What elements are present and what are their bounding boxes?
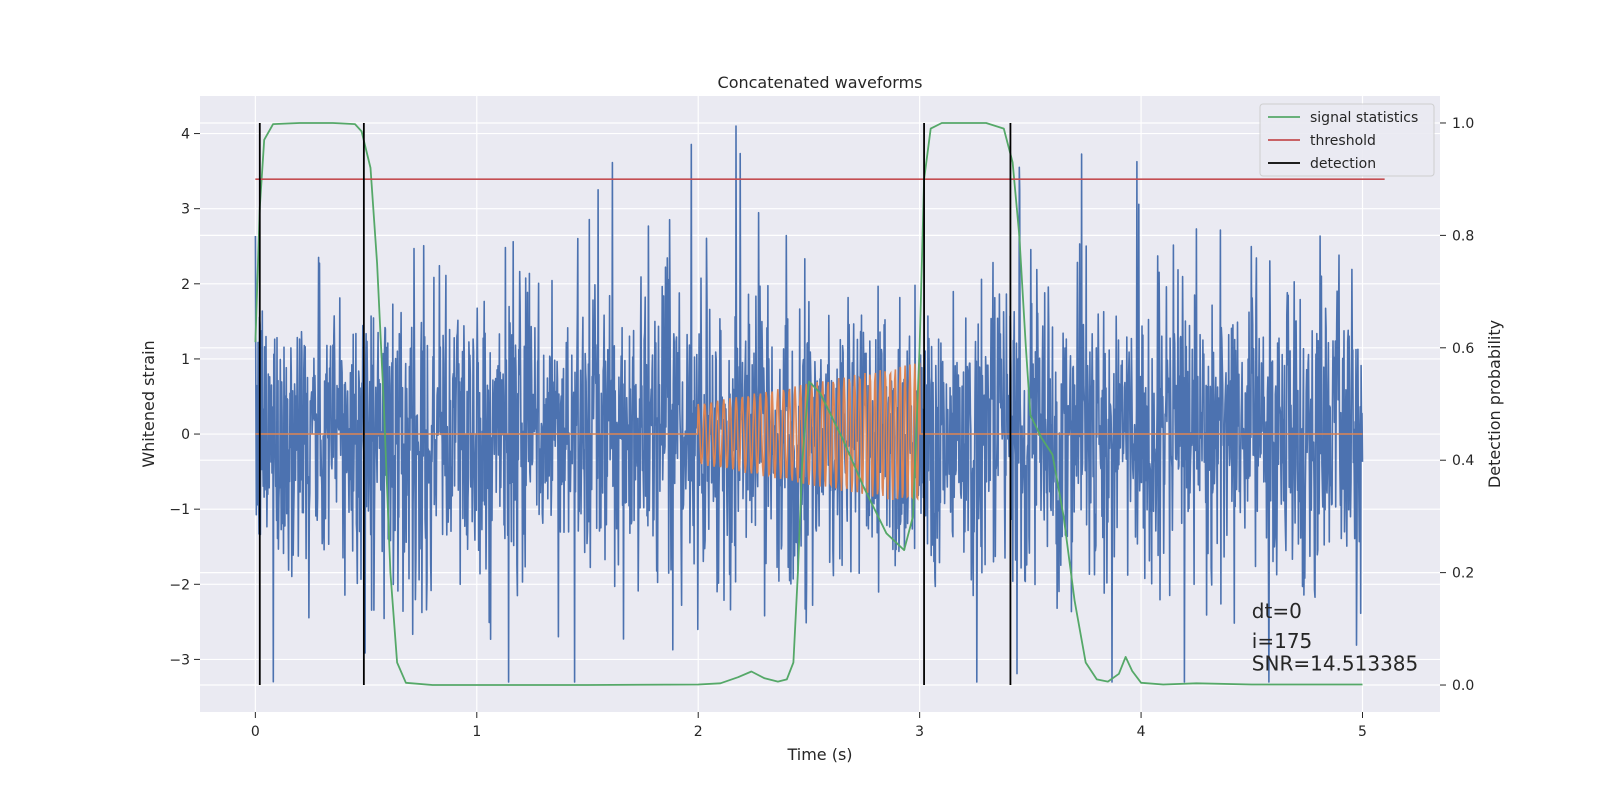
axes: 0 1 2 3 4 5 −3 −2 −1 0 1 2 3 4 0.0 0.2 0.4 0.6 0.8 1.0 bbox=[169, 116, 1474, 740]
y-tick-label: 4 bbox=[181, 127, 190, 143]
y-right-tick-label: 0.6 bbox=[1452, 341, 1474, 357]
y-tick-label: −3 bbox=[169, 652, 190, 668]
x-tick-label: 4 bbox=[1137, 724, 1146, 740]
series-layer bbox=[254, 122, 1385, 686]
template-series-line bbox=[255, 362, 1363, 501]
legend-label-threshold: threshold bbox=[1310, 133, 1376, 149]
y-axis-right-label: Detection probability bbox=[1485, 320, 1504, 488]
y-tick-label: 0 bbox=[181, 427, 190, 443]
x-tick-label: 5 bbox=[1358, 724, 1367, 740]
annotation-text: SNR=14.513385 bbox=[1252, 652, 1418, 676]
y-right-tick-label: 0.2 bbox=[1452, 566, 1474, 582]
chart-title: Concatenated waveforms bbox=[718, 73, 923, 92]
x-tick-label: 2 bbox=[694, 724, 703, 740]
y-tick-label: 1 bbox=[181, 352, 190, 368]
x-tick-label: 3 bbox=[915, 724, 924, 740]
x-tick-label: 0 bbox=[251, 724, 260, 740]
legend-box bbox=[1259, 103, 1435, 177]
strain-series-line bbox=[254, 125, 1364, 683]
y-right-tick-label: 0.4 bbox=[1452, 453, 1474, 469]
x-tick-label: 1 bbox=[472, 724, 481, 740]
x-axis-label: Time (s) bbox=[786, 745, 852, 764]
legend-label-signal-statistics: signal statistics bbox=[1310, 110, 1418, 126]
y-right-tick-label: 0.8 bbox=[1452, 228, 1474, 244]
y-right-tick-label: 0.0 bbox=[1452, 678, 1474, 694]
annotation-text: dt=0 bbox=[1252, 599, 1302, 623]
signal-statistics-line bbox=[254, 122, 1363, 686]
y-tick-label: 2 bbox=[181, 277, 190, 293]
annotation-text: i=175 bbox=[1252, 629, 1313, 653]
y-axis-label: Whitened strain bbox=[139, 340, 158, 467]
y-tick-label: 3 bbox=[181, 202, 190, 218]
y-tick-label: −2 bbox=[169, 577, 190, 593]
legend: signal statistics threshold detection bbox=[1259, 103, 1435, 177]
y-tick-label: −1 bbox=[169, 502, 190, 518]
y-right-tick-label: 1.0 bbox=[1452, 116, 1474, 132]
legend-label-detection: detection bbox=[1310, 156, 1376, 172]
